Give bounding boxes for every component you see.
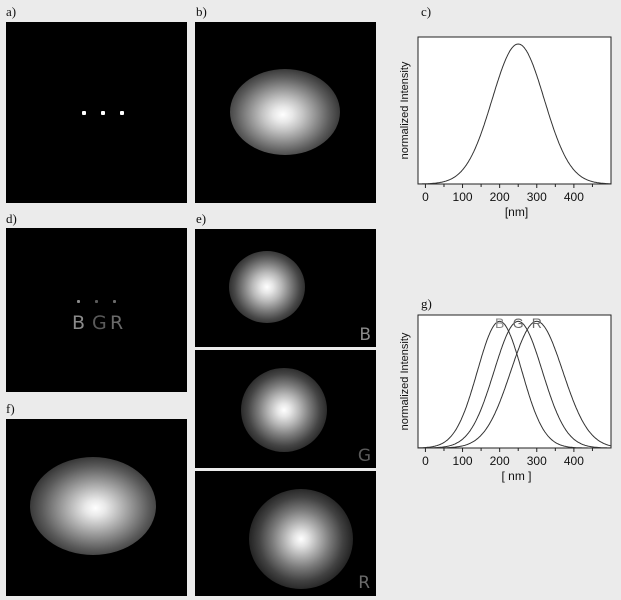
panel-e-blue-psf: B (195, 229, 376, 347)
panel-label-g: g) (421, 296, 432, 311)
blurred-spot (230, 69, 340, 155)
x-tick-label-100: 100 (453, 190, 473, 204)
series-line-B (418, 320, 611, 449)
dot-label-r: R (110, 312, 126, 334)
x-tick-label-300: 300 (527, 454, 547, 468)
x-axis-label: [ nm ] (501, 469, 531, 483)
chart-c-intensity-profile: 0 100 200 300 400 [nm] normalized Intensity (399, 36, 612, 219)
dot-label-b: B (72, 312, 88, 334)
panel-e-red-psf: R (195, 471, 376, 596)
x-tick-label-200: 200 (490, 190, 510, 204)
y-axis-label: normalized Intensity (399, 332, 411, 430)
point-source-red (113, 300, 116, 303)
point-source-3 (120, 111, 124, 115)
chart-g-rgb-profiles: 0 100 200 300 400 [ nm ] normalized Intensity B… (399, 314, 612, 483)
point-source-2 (101, 111, 105, 115)
panel-label-c: c) (421, 4, 432, 19)
panel-e-green-psf: G (195, 350, 376, 468)
series-line-R (418, 320, 612, 449)
series-line-0 (418, 43, 612, 185)
y-axis-label: normalized Intensity (399, 61, 411, 159)
panel-a-point-sources (6, 22, 187, 203)
x-axis-label: [nm] (505, 205, 528, 219)
panel-label-b: b) (196, 4, 207, 19)
series-line-G (418, 320, 611, 449)
corner-label-b: B (359, 325, 371, 345)
x-tick-label-0: 0 (422, 190, 429, 204)
x-tick-label-400: 400 (564, 190, 584, 204)
series-label-B: B (495, 315, 504, 331)
x-tick-label-100: 100 (453, 454, 473, 468)
panel-f-combined-blur (6, 419, 187, 596)
series-label-R: R (532, 315, 542, 331)
plot-frame (417, 314, 612, 449)
panel-label-f: f) (6, 401, 15, 416)
x-tick-label-300: 300 (527, 190, 547, 204)
panel-b-blurred-image (195, 22, 376, 203)
psf-spot-b (229, 251, 305, 323)
panel-d-colored-sources: B G R (6, 228, 187, 392)
point-source-green (95, 300, 98, 303)
panel-label-d: d) (6, 211, 17, 226)
x-tick-label-200: 200 (490, 454, 510, 468)
dot-label-g: G (92, 312, 109, 334)
x-tick-label-0: 0 (422, 454, 429, 468)
x-tick-label-400: 400 (564, 454, 584, 468)
panel-label-e: e) (196, 211, 207, 226)
corner-label-r: R (358, 573, 370, 593)
psf-spot-r (249, 489, 353, 589)
plot-frame (417, 36, 612, 185)
combined-blur-spot (30, 457, 156, 555)
panel-label-a: a) (6, 4, 17, 19)
psf-spot-g (241, 368, 327, 452)
series-label-G: G (513, 315, 524, 331)
point-source-1 (82, 111, 86, 115)
corner-label-g: G (357, 446, 371, 466)
point-source-blue (77, 300, 80, 303)
